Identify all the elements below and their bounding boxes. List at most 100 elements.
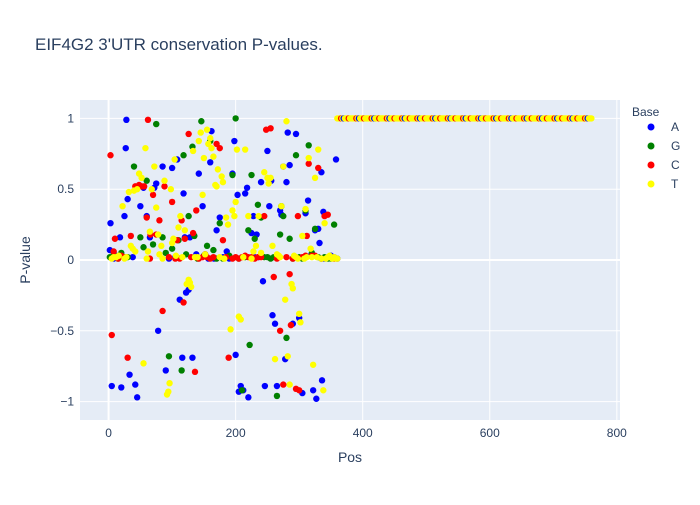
data-point-T (201, 251, 209, 258)
data-point-T (195, 137, 202, 145)
x-tick-label: 400 (353, 426, 373, 440)
data-point-C (286, 270, 293, 278)
data-point-T (175, 224, 182, 231)
legend-marker-T[interactable] (647, 180, 655, 188)
data-point-T (222, 214, 230, 221)
data-point-G (283, 334, 290, 342)
data-point-G (245, 227, 252, 234)
data-point-T (241, 146, 249, 153)
data-point-G (168, 245, 176, 252)
data-point-C (159, 307, 166, 315)
data-point-T (151, 163, 158, 170)
y-tick-label: −1 (60, 395, 74, 409)
legend-label-C[interactable]: C (671, 158, 680, 172)
data-point-T (299, 232, 306, 240)
data-point-T (208, 144, 215, 152)
data-point-T (269, 242, 276, 250)
x-tick-label: 200 (226, 426, 246, 440)
data-point-T (199, 191, 206, 199)
data-point-A (259, 278, 267, 285)
data-point-T (276, 253, 284, 261)
data-point-C (180, 299, 187, 306)
data-point-A (168, 164, 176, 172)
data-point-T (233, 146, 241, 153)
data-point-T (231, 212, 238, 220)
data-point-C (324, 211, 331, 218)
y-tick-label: 0 (67, 253, 74, 267)
data-point-A (284, 129, 291, 136)
data-point-T (267, 174, 274, 182)
data-point-A (195, 170, 202, 177)
data-point-A (250, 212, 257, 220)
data-point-A (292, 130, 300, 138)
data-point-C (305, 160, 312, 167)
data-point-T (286, 381, 293, 388)
data-point-C (161, 183, 168, 190)
data-point-G (276, 231, 284, 238)
data-point-T (213, 183, 220, 190)
legend-marker-C[interactable] (647, 161, 655, 169)
data-point-C (276, 327, 284, 334)
data-point-T (224, 221, 232, 228)
data-point-C (110, 248, 117, 255)
data-point-T (307, 245, 314, 252)
data-point-A (121, 212, 128, 220)
data-point-T (210, 153, 217, 160)
data-point-T (318, 255, 325, 262)
data-point-T (334, 255, 341, 262)
data-point-T (294, 255, 302, 262)
data-point-A (132, 381, 139, 388)
data-point-T (140, 360, 147, 367)
data-point-A (133, 394, 141, 401)
data-point-T (200, 154, 208, 162)
data-point-T (311, 174, 319, 182)
data-point-C (168, 198, 176, 206)
legend-label-G[interactable]: G (671, 139, 680, 153)
legend-marker-A[interactable] (647, 123, 655, 131)
data-point-A (124, 195, 131, 203)
x-tick-label: 600 (480, 426, 500, 440)
data-point-A (304, 197, 312, 204)
legend-marker-G[interactable] (647, 142, 655, 150)
data-point-T (119, 202, 126, 210)
data-point-C (156, 217, 163, 224)
data-point-T (282, 296, 289, 303)
data-point-T (278, 202, 285, 210)
data-point-T (221, 255, 228, 262)
data-point-G (330, 221, 338, 228)
data-point-T (283, 118, 290, 125)
data-point-C (191, 368, 199, 376)
data-point-G (232, 115, 239, 122)
data-point-T (165, 388, 172, 395)
data-point-T (158, 242, 165, 250)
chart-title: EIF4G2 3'UTR conservation P-values. (35, 35, 323, 54)
data-point-G (229, 171, 236, 179)
data-point-T (321, 219, 328, 227)
data-point-T (115, 252, 122, 259)
data-point-A (213, 227, 220, 234)
data-point-T (172, 252, 180, 259)
data-point-A (179, 354, 186, 361)
data-point-A (261, 382, 269, 390)
data-point-A (122, 144, 129, 152)
data-point-C (216, 144, 223, 152)
data-point-A (231, 137, 238, 145)
legend-label-T[interactable]: T (671, 177, 679, 191)
data-point-A (207, 159, 214, 166)
x-axis-label: Pos (338, 449, 362, 465)
data-point-C (315, 164, 322, 172)
legend-title: Base (632, 105, 660, 119)
data-point-C (219, 236, 227, 244)
data-point-C (107, 152, 114, 159)
data-point-G (254, 201, 262, 208)
legend-label-A[interactable]: A (671, 120, 679, 134)
data-point-A (129, 253, 136, 261)
data-point-G (180, 152, 187, 159)
data-point-T (181, 227, 189, 234)
data-point-G (311, 225, 319, 233)
data-point-A (264, 147, 271, 155)
data-point-T (250, 248, 257, 255)
data-point-A (123, 116, 130, 124)
